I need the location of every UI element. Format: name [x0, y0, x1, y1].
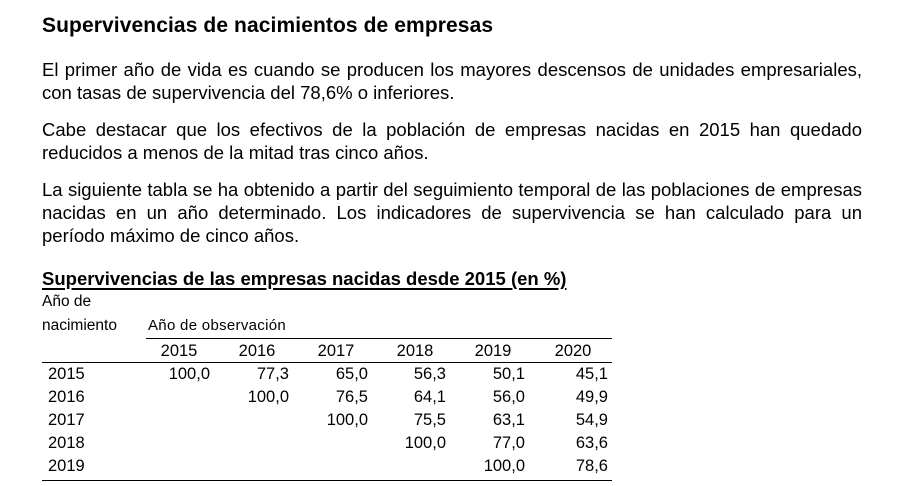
table-cell: 77,3 [256, 365, 289, 383]
table-cell: 75,5 [413, 411, 446, 429]
table-cell: 76,5 [335, 388, 368, 406]
table-cell: 100,0 [404, 434, 446, 452]
row-label: 2015 [48, 365, 85, 383]
row-label: 2016 [48, 388, 85, 406]
group-header-rule [146, 338, 612, 339]
table-cell: 100,0 [247, 388, 289, 406]
table-cell: 77,0 [492, 434, 525, 452]
section-heading: Supervivencias de nacimientos de empresa… [42, 14, 494, 37]
table-cell: 78,6 [575, 457, 608, 475]
table-cell: 100,0 [326, 411, 368, 429]
row-header-line2: nacimiento [42, 317, 117, 334]
row-header-line1: Año de [42, 293, 92, 310]
row-label: 2018 [48, 434, 85, 452]
table-cell: 49,9 [575, 388, 608, 406]
paragraph-table-intro: La siguiente tabla se ha obtenido a part… [42, 179, 862, 246]
column-group-label: Año de observación [148, 317, 286, 334]
column-header: 2015 [160, 342, 198, 360]
table-cell: 64,1 [413, 388, 446, 406]
paragraph-first-year: El primer año de vida es cuando se produ… [42, 59, 862, 103]
paragraph-2015-cohort: Cabe destacar que los efectivos de la po… [42, 119, 862, 163]
column-header: 2020 [554, 342, 592, 360]
table-cell: 56,3 [413, 365, 446, 383]
column-header: 2016 [238, 342, 276, 360]
table-cell: 54,9 [575, 411, 608, 429]
column-header: 2017 [317, 342, 355, 360]
table-title: Supervivencias de las empresas nacidas d… [42, 268, 567, 289]
row-label: 2019 [48, 457, 85, 475]
column-header: 2018 [396, 342, 434, 360]
header-bottom-rule [42, 362, 612, 363]
table-cell: 63,6 [575, 434, 608, 452]
table-cell: 56,0 [492, 388, 525, 406]
table-bottom-rule [42, 480, 612, 481]
table-cell: 100,0 [168, 365, 210, 383]
table-cell: 45,1 [575, 365, 608, 383]
row-label: 2017 [48, 411, 85, 429]
table-cell: 63,1 [492, 411, 525, 429]
table-cell: 100,0 [483, 457, 525, 475]
table-cell: 65,0 [335, 365, 368, 383]
column-header: 2019 [474, 342, 512, 360]
table-cell: 50,1 [492, 365, 525, 383]
